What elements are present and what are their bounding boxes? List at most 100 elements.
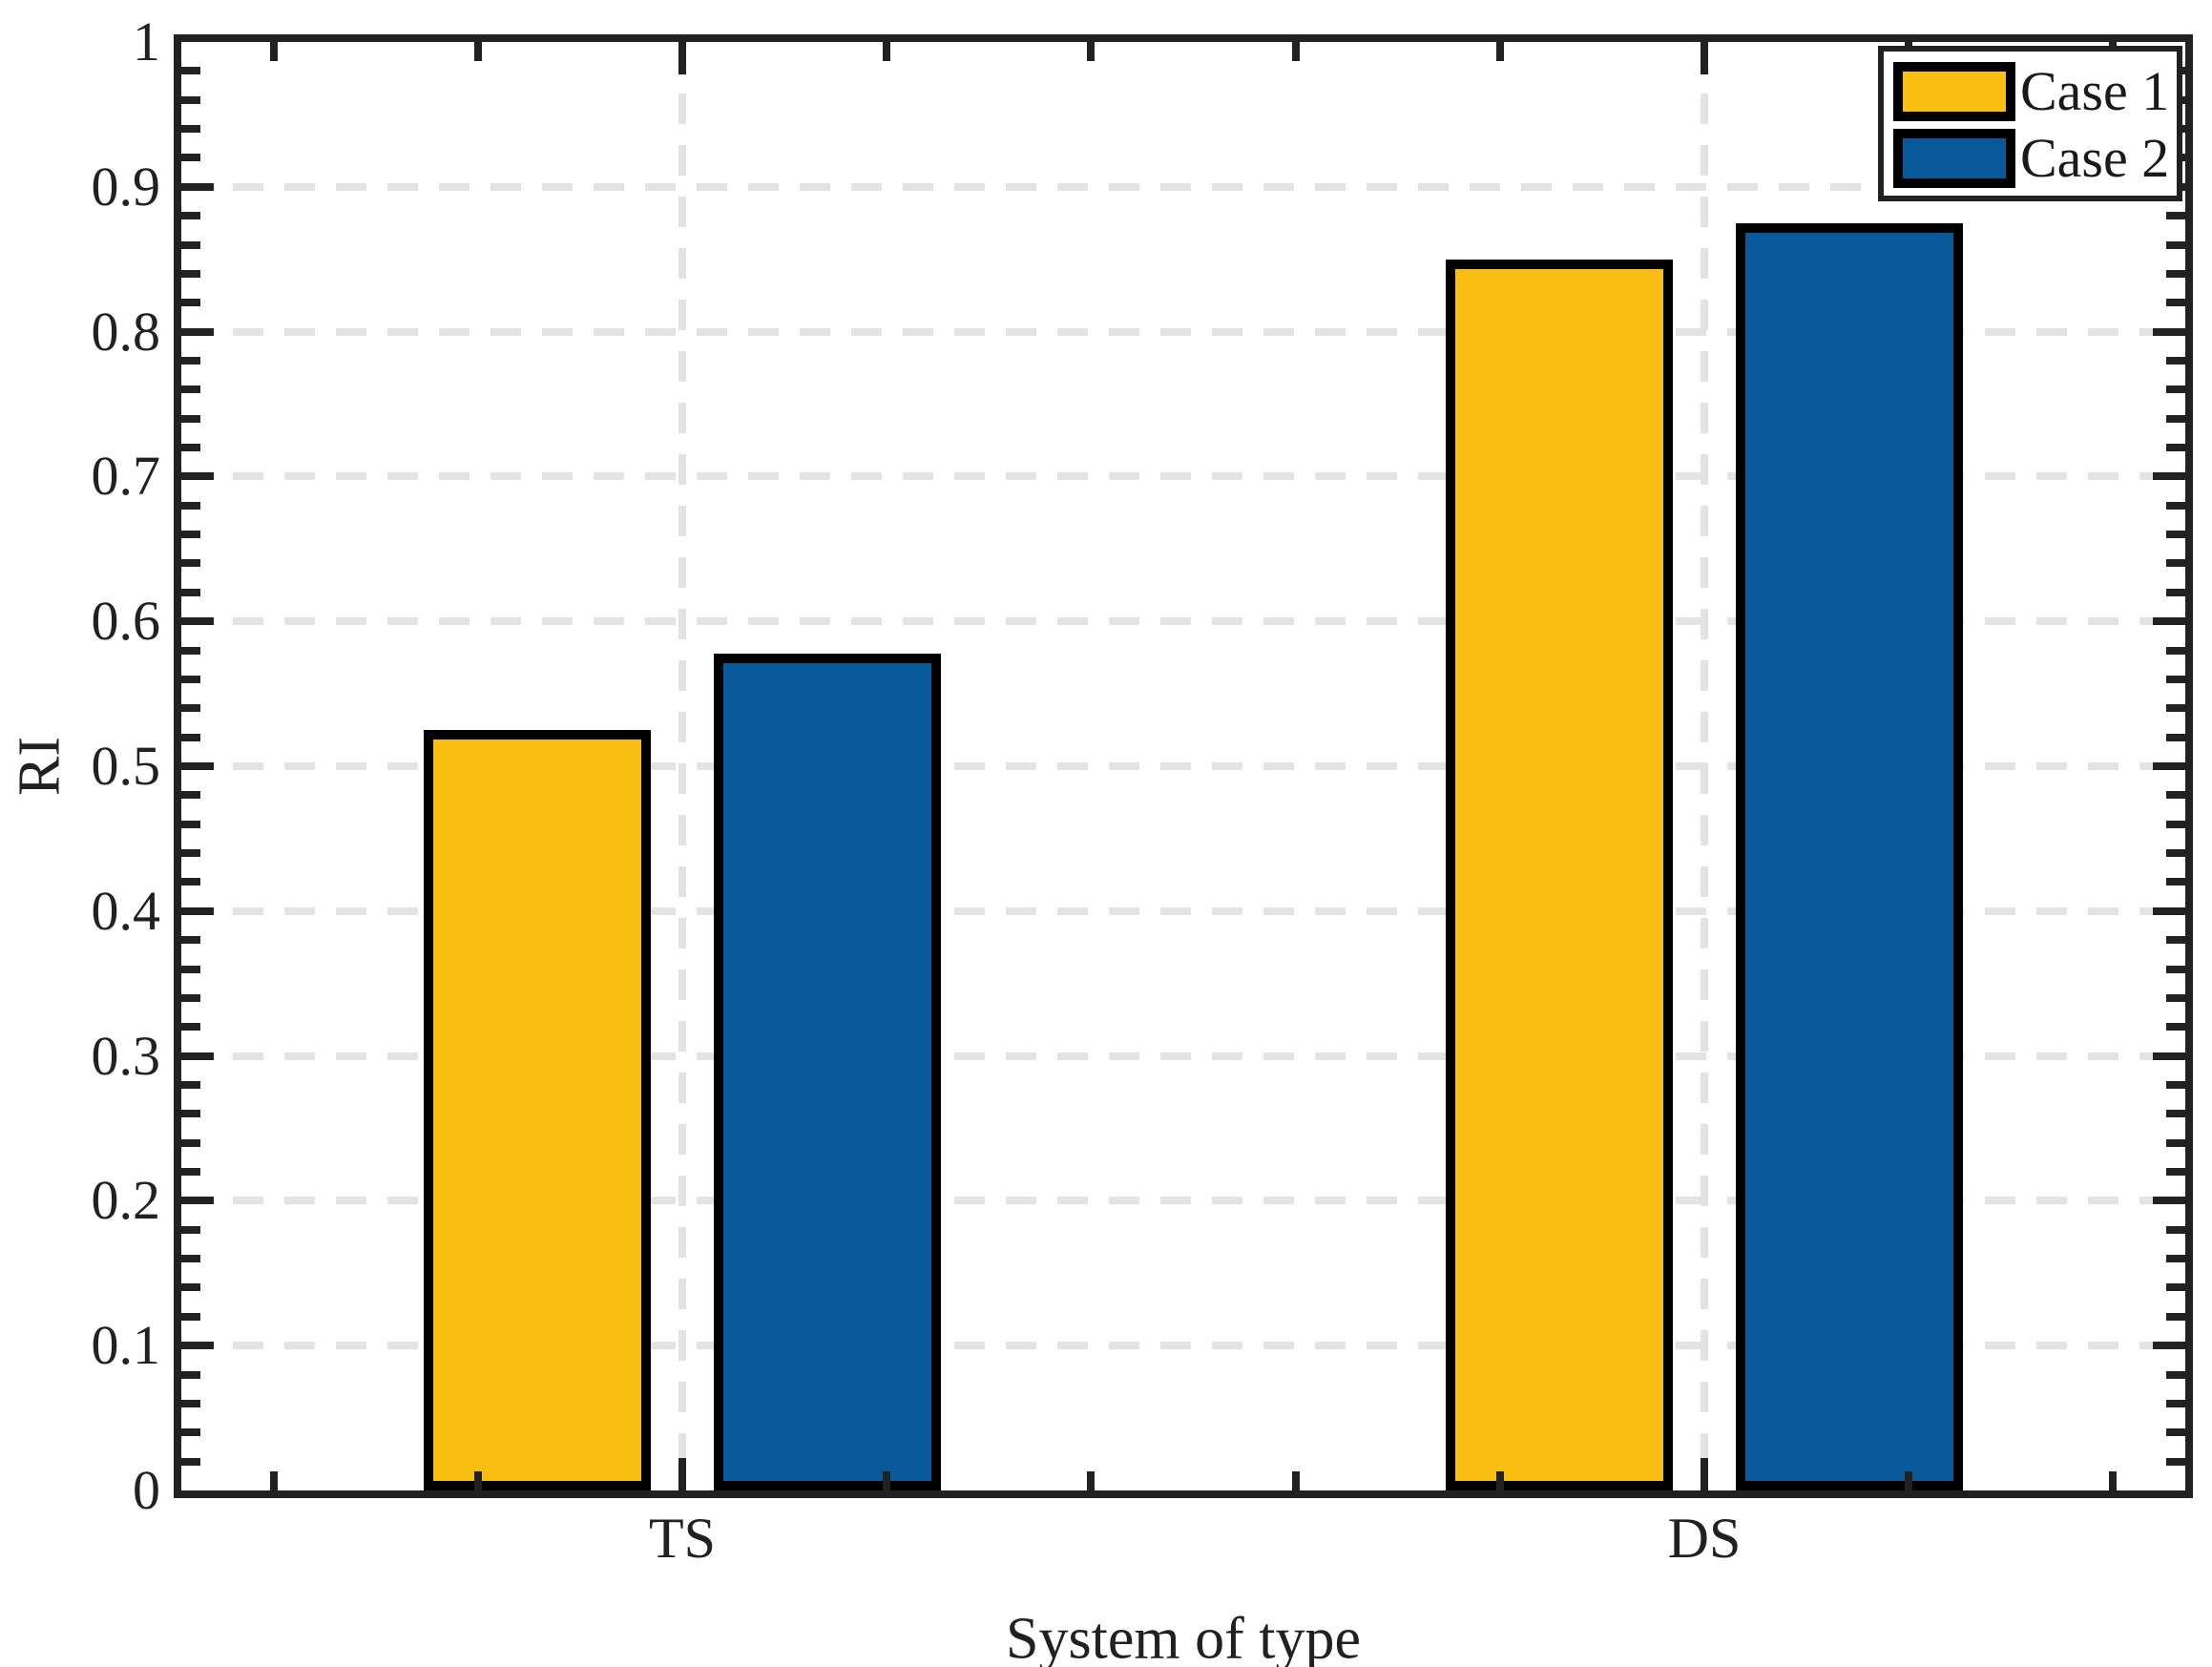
y-tick: [181, 559, 200, 568]
y-tick: [2153, 472, 2185, 481]
y-tick: [181, 1023, 200, 1031]
y-tick: [181, 1342, 214, 1350]
y-tick: [2166, 849, 2185, 858]
x-tick-minor: [473, 42, 482, 61]
gridline-horizontal: [181, 906, 2185, 915]
y-tick: [181, 269, 200, 278]
y-tick-label: 0.3: [91, 1024, 161, 1087]
legend-swatch-case-1: [1893, 62, 2015, 121]
x-tick-minor: [2109, 1471, 2118, 1490]
y-tick: [181, 993, 200, 1002]
y-tick: [2166, 501, 2185, 510]
gridline-vertical: [678, 42, 686, 1490]
plot-area: Case 1 Case 2: [174, 34, 2193, 1498]
y-tick-label: 0.7: [91, 445, 161, 508]
y-tick: [2166, 212, 2185, 220]
y-tick: [2166, 385, 2185, 394]
y-tick: [181, 1457, 200, 1466]
y-tick: [181, 240, 200, 249]
x-axis-label: System of type: [1006, 1606, 1361, 1667]
y-tick: [181, 762, 214, 770]
y-tick-label: 0.9: [91, 155, 161, 218]
y-tick: [181, 1110, 200, 1118]
y-tick: [2166, 559, 2185, 568]
y-tick: [181, 878, 200, 886]
x-tick-major: [1701, 42, 1708, 74]
y-tick: [181, 125, 200, 134]
y-tick: [181, 414, 200, 423]
y-tick: [2153, 762, 2185, 770]
y-tick: [2153, 1197, 2185, 1205]
x-tick-major: [1701, 1458, 1708, 1490]
y-tick: [2166, 993, 2185, 1002]
y-tick: [181, 1080, 200, 1089]
y-tick: [2166, 531, 2185, 539]
y-tick: [2166, 1457, 2185, 1466]
y-tick: [181, 472, 214, 481]
y-tick: [2153, 617, 2185, 626]
y-tick: [181, 704, 200, 713]
gridline-horizontal: [181, 1052, 2185, 1060]
y-tick: [181, 820, 200, 828]
y-tick-label: 0.6: [91, 590, 161, 653]
y-tick: [181, 906, 214, 915]
y-tick: [181, 327, 214, 336]
gridline-horizontal: [181, 1342, 2185, 1350]
legend-label: Case 1: [2020, 60, 2170, 122]
y-tick: [181, 95, 200, 104]
legend-swatch-case-2: [1893, 129, 2015, 188]
y-tick: [181, 1370, 200, 1379]
y-tick: [2166, 1399, 2185, 1407]
y-tick: [181, 733, 200, 741]
y-tick: [2166, 1225, 2185, 1234]
y-tick: [2166, 1283, 2185, 1292]
x-tick-label-ts: TS: [648, 1507, 717, 1570]
x-tick-minor: [1087, 1471, 1096, 1490]
y-tick: [181, 1399, 200, 1407]
x-tick-minor: [269, 42, 278, 61]
x-tick-major: [678, 1458, 686, 1490]
y-tick: [181, 1052, 214, 1060]
y-tick: [181, 1428, 200, 1437]
y-tick-label: 0.5: [91, 735, 161, 797]
y-tick: [181, 385, 200, 394]
x-tick-minor: [1495, 1471, 1504, 1490]
y-tick: [2166, 675, 2185, 683]
y-tick: [181, 1225, 200, 1234]
y-tick: [181, 212, 200, 220]
y-tick: [2166, 1023, 2185, 1031]
y-tick: [2166, 704, 2185, 713]
y-tick: [181, 588, 200, 596]
y-tick: [2166, 820, 2185, 828]
y-tick: [2166, 444, 2185, 452]
y-tick: [181, 356, 200, 365]
y-tick: [181, 791, 200, 800]
y-tick: [2166, 1110, 2185, 1118]
x-tick-label-ds: DS: [1667, 1507, 1742, 1570]
y-tick: [181, 67, 200, 75]
gridline-horizontal: [181, 472, 2185, 481]
y-tick: [2166, 299, 2185, 307]
y-tick: [2166, 1138, 2185, 1147]
y-tick-label: 0.8: [91, 300, 161, 363]
y-tick-label: 0.4: [91, 879, 161, 942]
y-tick: [2166, 1370, 2185, 1379]
y-tick: [181, 675, 200, 683]
x-tick-minor: [473, 1471, 482, 1490]
y-tick: [181, 1168, 200, 1177]
x-tick-minor: [1291, 42, 1300, 61]
y-tick: [181, 154, 200, 162]
y-tick: [2166, 1428, 2185, 1437]
gridline-horizontal: [181, 1197, 2185, 1205]
y-tick: [2153, 1342, 2185, 1350]
y-tick: [2166, 1080, 2185, 1089]
y-tick: [181, 501, 200, 510]
y-tick: [181, 1255, 200, 1263]
gridline-horizontal: [181, 762, 2185, 770]
legend: Case 1 Case 2: [1878, 46, 2182, 201]
y-tick-label: 0: [133, 1459, 160, 1521]
x-tick-minor: [1087, 42, 1096, 61]
y-tick: [2166, 414, 2185, 423]
y-tick: [2166, 240, 2185, 249]
